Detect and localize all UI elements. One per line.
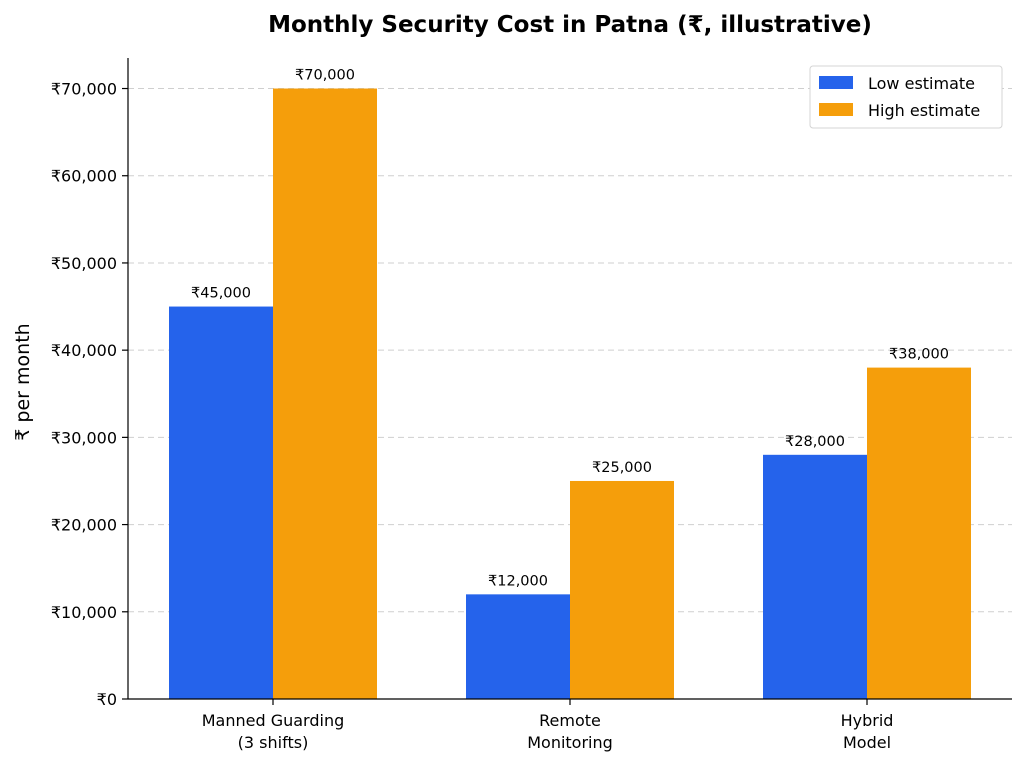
legend-label: High estimate bbox=[868, 101, 980, 120]
legend-swatch bbox=[819, 103, 853, 116]
y-tick-label: ₹10,000 bbox=[51, 603, 117, 622]
x-tick-label: Remote Monitoring bbox=[527, 711, 613, 752]
legend-box bbox=[809, 65, 1003, 129]
y-tick-label: ₹40,000 bbox=[51, 341, 117, 360]
y-tick-label: ₹50,000 bbox=[51, 254, 117, 273]
legend: Low estimate High estimate bbox=[809, 65, 1003, 129]
bar-value-label: ₹25,000 bbox=[592, 460, 652, 476]
bar-high-2 bbox=[867, 367, 971, 699]
x-tick-label: Manned Guarding (3 shifts) bbox=[202, 711, 345, 752]
legend-swatch bbox=[819, 76, 853, 89]
bars bbox=[169, 88, 971, 700]
y-tick-label: ₹70,000 bbox=[51, 80, 117, 99]
bar-value-label: ₹12,000 bbox=[488, 573, 548, 589]
y-tick-label: ₹20,000 bbox=[51, 516, 117, 535]
y-axis-label: ₹ per month bbox=[12, 323, 34, 440]
bar-value-label: ₹45,000 bbox=[191, 286, 251, 302]
bar-high-0 bbox=[273, 88, 377, 700]
x-tick-label: Hybrid Model bbox=[841, 711, 894, 752]
axes: ₹0 ₹10,000 ₹20,000 ₹30,000 ₹40,000 ₹50,000 ₹60… bbox=[51, 58, 1012, 752]
bar-value-label: ₹70,000 bbox=[295, 68, 355, 84]
y-tick-label: ₹0 bbox=[97, 690, 117, 709]
bar-low-0 bbox=[169, 306, 273, 699]
bar-high-1 bbox=[570, 480, 674, 699]
chart-title: Monthly Security Cost in Patna (₹, illus… bbox=[268, 12, 872, 38]
y-tick-label: ₹60,000 bbox=[51, 167, 117, 186]
bar-value-label: ₹38,000 bbox=[889, 347, 949, 363]
data-labels: ₹45,000 ₹12,000 ₹28,000 ₹70,000 ₹25,000 ₹38,0… bbox=[191, 68, 949, 590]
bar-low-1 bbox=[466, 594, 570, 699]
y-tick-label: ₹30,000 bbox=[51, 428, 117, 447]
bar-low-2 bbox=[763, 454, 867, 699]
bar-value-label: ₹28,000 bbox=[785, 434, 845, 450]
legend-label: Low estimate bbox=[868, 74, 975, 93]
